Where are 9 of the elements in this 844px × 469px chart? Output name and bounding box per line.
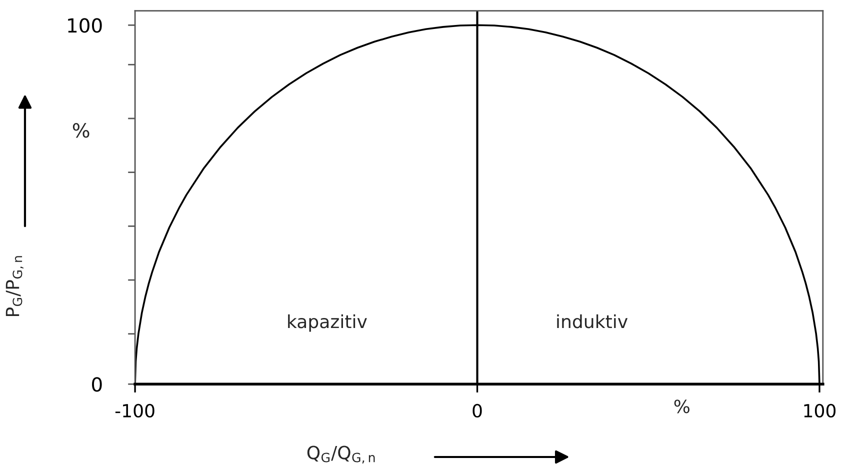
annotation: kapazitiv [288, 314, 367, 332]
x-axis-title: Q$_{G}$/Q$_{G,n}$ [307, 446, 375, 464]
x-tick-label: -100 [115, 404, 154, 418]
annotation: induktiv [557, 314, 628, 328]
y-axis-title: P$_{G}$/P$_{G,n}$ [6, 256, 24, 316]
text: % [674, 400, 690, 414]
x-tick-label: 100 [804, 404, 836, 418]
x-tick-label: 0 [472, 404, 482, 418]
text: % [72, 123, 90, 138]
